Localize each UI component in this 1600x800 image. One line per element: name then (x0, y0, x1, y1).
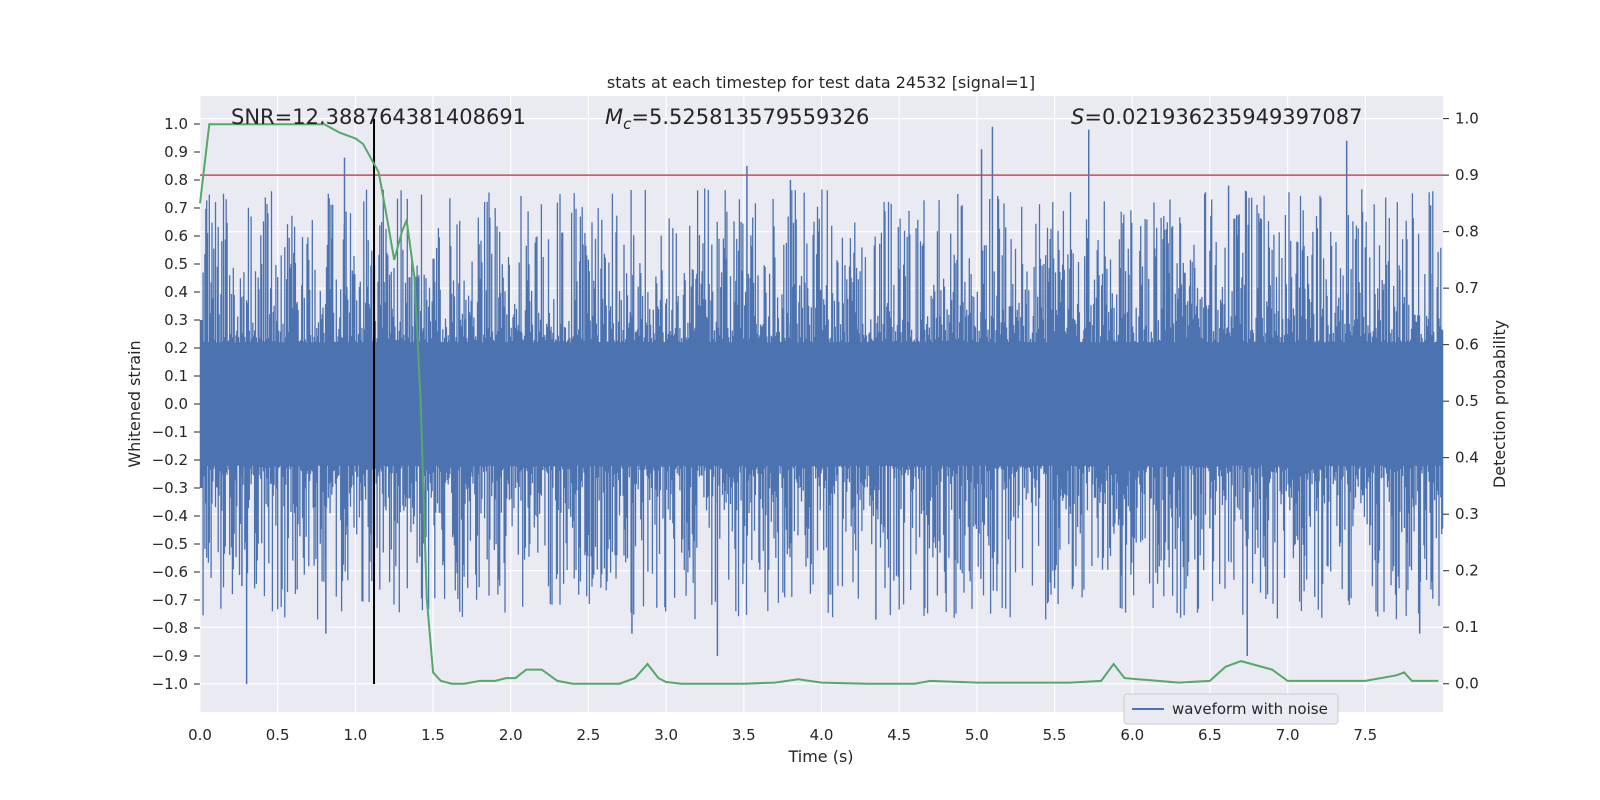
y2-tick-label: 0.3 (1455, 505, 1479, 523)
x-tick-label: 1.5 (421, 726, 445, 744)
x-tick-label: 6.5 (1198, 726, 1222, 744)
x-tick-label: 0.0 (188, 726, 212, 744)
y-tick-label: −1.0 (152, 675, 188, 693)
mc-symbol: M (605, 105, 623, 129)
y-tick-label: 0.2 (164, 339, 188, 357)
x-tick-label: 4.5 (887, 726, 911, 744)
y-tick-label: 0.9 (164, 143, 188, 161)
s-value: =0.021936235949397087 (1084, 105, 1362, 129)
y-tick-label: 0.7 (164, 199, 188, 217)
y-tick-label: −0.5 (152, 535, 188, 553)
x-tick-label: 3.5 (732, 726, 756, 744)
y2-tick-label: 0.5 (1455, 392, 1479, 410)
chirp-mass-annotation: Mc=5.525813579559326 (605, 105, 869, 133)
x-tick-label: 3.0 (654, 726, 678, 744)
x-tick-label: 0.5 (266, 726, 290, 744)
waveform-series (199, 126, 1444, 684)
y2-tick-label: 0.9 (1455, 166, 1479, 184)
legend: waveform with noise (1123, 693, 1339, 725)
x-tick-label: 4.0 (810, 726, 834, 744)
x-tick-label: 1.0 (343, 726, 367, 744)
y-tick-label: 0.3 (164, 311, 188, 329)
x-axis-label: Time (s) (787, 747, 853, 766)
x-tick-label: 6.0 (1120, 726, 1144, 744)
y2-tick-label: 1.0 (1455, 110, 1479, 128)
y-tick-label: 0.6 (164, 227, 188, 245)
y2-tick-label: 0.6 (1455, 336, 1479, 354)
y-axis-ticks: 1.0 0.9 0.8 0.7 0.6 0.5 0.4 0.3 0.2 0.1 0.0 −0.1 −0.… (152, 115, 200, 693)
x-tick-label: 5.5 (1043, 726, 1067, 744)
y-axis-label: Whitened strain (125, 340, 144, 467)
x-tick-label: 5.0 (965, 726, 989, 744)
y-tick-label: 0.5 (164, 255, 188, 273)
y-tick-label: 0.0 (164, 395, 188, 413)
y-tick-label: 0.4 (164, 283, 188, 301)
x-tick-label: 2.5 (577, 726, 601, 744)
y2-tick-label: 0.7 (1455, 279, 1479, 297)
y2-tick-label: 0.2 (1455, 562, 1479, 580)
y2-axis-label: Detection probability (1490, 320, 1509, 488)
y-tick-label: −0.9 (152, 647, 188, 665)
y2-tick-label: 0.1 (1455, 618, 1479, 636)
y-tick-label: −0.4 (152, 507, 188, 525)
y-tick-label: −0.6 (152, 563, 188, 581)
legend-label: waveform with noise (1172, 700, 1328, 718)
y2-tick-label: 0.4 (1455, 449, 1479, 467)
y-tick-label: −0.3 (152, 479, 188, 497)
legend-box (1123, 693, 1339, 725)
x-tick-label: 7.5 (1353, 726, 1377, 744)
y-tick-label: −0.1 (152, 423, 188, 441)
detection-probability-line (199, 123, 1439, 685)
y-tick-label: 0.8 (164, 171, 188, 189)
waveform-core-band (200, 348, 1443, 460)
chart-title: stats at each timestep for test data 245… (607, 73, 1035, 92)
y2-tick-label: 0.8 (1455, 223, 1479, 241)
y-tick-label: 1.0 (164, 115, 188, 133)
y2-tick-label: 0.0 (1455, 675, 1479, 693)
mc-value: =5.525813579559326 (631, 105, 869, 129)
x-axis-ticks: 0.0 0.5 1.0 1.5 2.0 2.5 3.0 3.5 4.0 4.5 5.0 5.5 6.0 6… (188, 726, 1377, 744)
y-tick-label: 0.1 (164, 367, 188, 385)
x-tick-label: 2.0 (499, 726, 523, 744)
y2-axis-ticks: 1.0 0.9 0.8 0.7 0.6 0.5 0.4 0.3 0.2 0.1 0.0 (1443, 110, 1479, 693)
s-symbol: S (1071, 105, 1084, 129)
snr-annotation: SNR=12.388764381408691 (231, 105, 526, 129)
mc-subscript: c (623, 115, 632, 133)
y-tick-label: −0.7 (152, 591, 188, 609)
s-annotation: S=0.021936235949397087 (1071, 105, 1362, 129)
y-tick-label: −0.2 (152, 451, 188, 469)
y-tick-label: −0.8 (152, 619, 188, 637)
x-tick-label: 7.0 (1276, 726, 1300, 744)
